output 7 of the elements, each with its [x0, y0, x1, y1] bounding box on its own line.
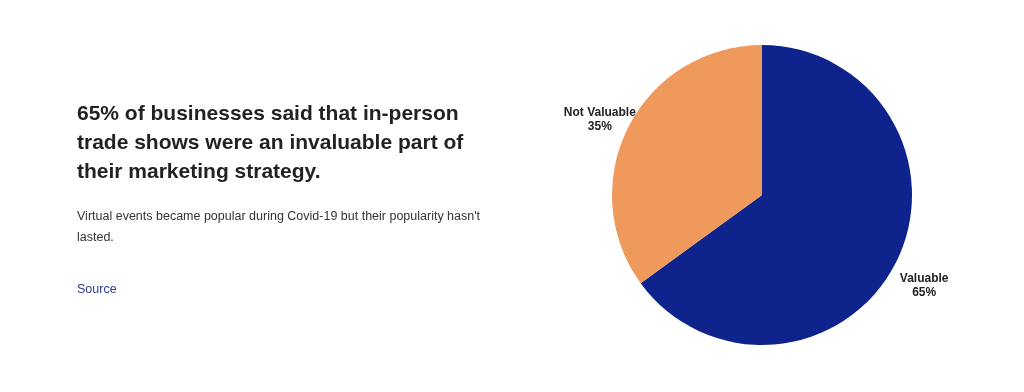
text: Virtual events became popular during Covid-19 but their popularity hasn't lasted.	[77, 208, 482, 246]
data-label: 65%	[912, 284, 937, 299]
text: 65% of businesses said that in-person trade shows were an invaluable part of their marketing strategy.	[77, 100, 465, 184]
text: Source	[77, 282, 117, 296]
data-label: 35%	[587, 119, 613, 134]
slice-label: Valuable	[899, 270, 949, 285]
slice-label: Not Valuable	[563, 105, 637, 120]
